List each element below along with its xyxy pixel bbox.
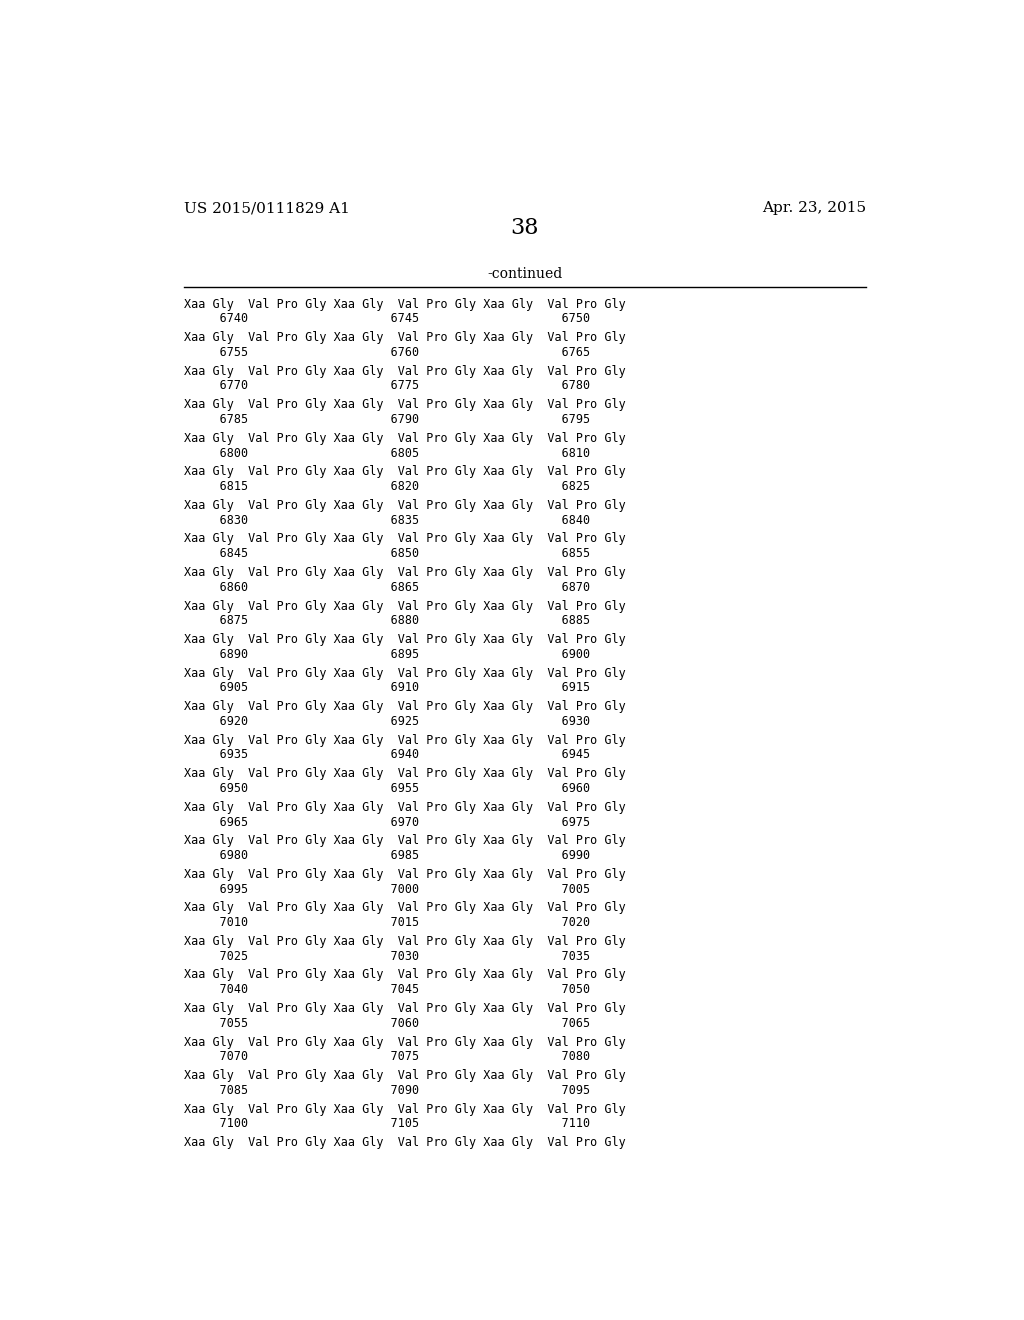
Text: Xaa Gly  Val Pro Gly Xaa Gly  Val Pro Gly Xaa Gly  Val Pro Gly: Xaa Gly Val Pro Gly Xaa Gly Val Pro Gly … (183, 969, 626, 982)
Text: 6800                    6805                    6810: 6800 6805 6810 (183, 446, 590, 459)
Text: Xaa Gly  Val Pro Gly Xaa Gly  Val Pro Gly Xaa Gly  Val Pro Gly: Xaa Gly Val Pro Gly Xaa Gly Val Pro Gly … (183, 935, 626, 948)
Text: Xaa Gly  Val Pro Gly Xaa Gly  Val Pro Gly Xaa Gly  Val Pro Gly: Xaa Gly Val Pro Gly Xaa Gly Val Pro Gly … (183, 1137, 626, 1150)
Text: 7070                    7075                    7080: 7070 7075 7080 (183, 1051, 590, 1064)
Text: Apr. 23, 2015: Apr. 23, 2015 (762, 201, 866, 215)
Text: Xaa Gly  Val Pro Gly Xaa Gly  Val Pro Gly Xaa Gly  Val Pro Gly: Xaa Gly Val Pro Gly Xaa Gly Val Pro Gly … (183, 1102, 626, 1115)
Text: 6980                    6985                    6990: 6980 6985 6990 (183, 849, 590, 862)
Text: Xaa Gly  Val Pro Gly Xaa Gly  Val Pro Gly Xaa Gly  Val Pro Gly: Xaa Gly Val Pro Gly Xaa Gly Val Pro Gly … (183, 902, 626, 915)
Text: Xaa Gly  Val Pro Gly Xaa Gly  Val Pro Gly Xaa Gly  Val Pro Gly: Xaa Gly Val Pro Gly Xaa Gly Val Pro Gly … (183, 499, 626, 512)
Text: 7100                    7105                    7110: 7100 7105 7110 (183, 1118, 590, 1130)
Text: 6830                    6835                    6840: 6830 6835 6840 (183, 513, 590, 527)
Text: 6935                    6940                    6945: 6935 6940 6945 (183, 748, 590, 762)
Text: 6815                    6820                    6825: 6815 6820 6825 (183, 480, 590, 494)
Text: 6740                    6745                    6750: 6740 6745 6750 (183, 313, 590, 326)
Text: 6770                    6775                    6780: 6770 6775 6780 (183, 379, 590, 392)
Text: 6965                    6970                    6975: 6965 6970 6975 (183, 816, 590, 829)
Text: Xaa Gly  Val Pro Gly Xaa Gly  Val Pro Gly Xaa Gly  Val Pro Gly: Xaa Gly Val Pro Gly Xaa Gly Val Pro Gly … (183, 1036, 626, 1048)
Text: 6755                    6760                    6765: 6755 6760 6765 (183, 346, 590, 359)
Text: Xaa Gly  Val Pro Gly Xaa Gly  Val Pro Gly Xaa Gly  Val Pro Gly: Xaa Gly Val Pro Gly Xaa Gly Val Pro Gly … (183, 532, 626, 545)
Text: Xaa Gly  Val Pro Gly Xaa Gly  Val Pro Gly Xaa Gly  Val Pro Gly: Xaa Gly Val Pro Gly Xaa Gly Val Pro Gly … (183, 432, 626, 445)
Text: 6860                    6865                    6870: 6860 6865 6870 (183, 581, 590, 594)
Text: 6785                    6790                    6795: 6785 6790 6795 (183, 413, 590, 426)
Text: 7010                    7015                    7020: 7010 7015 7020 (183, 916, 590, 929)
Text: 6920                    6925                    6930: 6920 6925 6930 (183, 715, 590, 727)
Text: US 2015/0111829 A1: US 2015/0111829 A1 (183, 201, 349, 215)
Text: 38: 38 (511, 218, 539, 239)
Text: Xaa Gly  Val Pro Gly Xaa Gly  Val Pro Gly Xaa Gly  Val Pro Gly: Xaa Gly Val Pro Gly Xaa Gly Val Pro Gly … (183, 801, 626, 813)
Text: Xaa Gly  Val Pro Gly Xaa Gly  Val Pro Gly Xaa Gly  Val Pro Gly: Xaa Gly Val Pro Gly Xaa Gly Val Pro Gly … (183, 667, 626, 680)
Text: 6995                    7000                    7005: 6995 7000 7005 (183, 883, 590, 895)
Text: Xaa Gly  Val Pro Gly Xaa Gly  Val Pro Gly Xaa Gly  Val Pro Gly: Xaa Gly Val Pro Gly Xaa Gly Val Pro Gly … (183, 599, 626, 612)
Text: Xaa Gly  Val Pro Gly Xaa Gly  Val Pro Gly Xaa Gly  Val Pro Gly: Xaa Gly Val Pro Gly Xaa Gly Val Pro Gly … (183, 297, 626, 310)
Text: Xaa Gly  Val Pro Gly Xaa Gly  Val Pro Gly Xaa Gly  Val Pro Gly: Xaa Gly Val Pro Gly Xaa Gly Val Pro Gly … (183, 700, 626, 713)
Text: 7085                    7090                    7095: 7085 7090 7095 (183, 1084, 590, 1097)
Text: 6845                    6850                    6855: 6845 6850 6855 (183, 548, 590, 560)
Text: Xaa Gly  Val Pro Gly Xaa Gly  Val Pro Gly Xaa Gly  Val Pro Gly: Xaa Gly Val Pro Gly Xaa Gly Val Pro Gly … (183, 399, 626, 412)
Text: Xaa Gly  Val Pro Gly Xaa Gly  Val Pro Gly Xaa Gly  Val Pro Gly: Xaa Gly Val Pro Gly Xaa Gly Val Pro Gly … (183, 634, 626, 645)
Text: 7055                    7060                    7065: 7055 7060 7065 (183, 1016, 590, 1030)
Text: Xaa Gly  Val Pro Gly Xaa Gly  Val Pro Gly Xaa Gly  Val Pro Gly: Xaa Gly Val Pro Gly Xaa Gly Val Pro Gly … (183, 767, 626, 780)
Text: Xaa Gly  Val Pro Gly Xaa Gly  Val Pro Gly Xaa Gly  Val Pro Gly: Xaa Gly Val Pro Gly Xaa Gly Val Pro Gly … (183, 566, 626, 579)
Text: Xaa Gly  Val Pro Gly Xaa Gly  Val Pro Gly Xaa Gly  Val Pro Gly: Xaa Gly Val Pro Gly Xaa Gly Val Pro Gly … (183, 1069, 626, 1082)
Text: Xaa Gly  Val Pro Gly Xaa Gly  Val Pro Gly Xaa Gly  Val Pro Gly: Xaa Gly Val Pro Gly Xaa Gly Val Pro Gly … (183, 1002, 626, 1015)
Text: 6905                    6910                    6915: 6905 6910 6915 (183, 681, 590, 694)
Text: 6875                    6880                    6885: 6875 6880 6885 (183, 614, 590, 627)
Text: Xaa Gly  Val Pro Gly Xaa Gly  Val Pro Gly Xaa Gly  Val Pro Gly: Xaa Gly Val Pro Gly Xaa Gly Val Pro Gly … (183, 867, 626, 880)
Text: 6890                    6895                    6900: 6890 6895 6900 (183, 648, 590, 661)
Text: Xaa Gly  Val Pro Gly Xaa Gly  Val Pro Gly Xaa Gly  Val Pro Gly: Xaa Gly Val Pro Gly Xaa Gly Val Pro Gly … (183, 364, 626, 378)
Text: Xaa Gly  Val Pro Gly Xaa Gly  Val Pro Gly Xaa Gly  Val Pro Gly: Xaa Gly Val Pro Gly Xaa Gly Val Pro Gly … (183, 466, 626, 478)
Text: 6950                    6955                    6960: 6950 6955 6960 (183, 781, 590, 795)
Text: Xaa Gly  Val Pro Gly Xaa Gly  Val Pro Gly Xaa Gly  Val Pro Gly: Xaa Gly Val Pro Gly Xaa Gly Val Pro Gly … (183, 734, 626, 747)
Text: Xaa Gly  Val Pro Gly Xaa Gly  Val Pro Gly Xaa Gly  Val Pro Gly: Xaa Gly Val Pro Gly Xaa Gly Val Pro Gly … (183, 834, 626, 847)
Text: 7040                    7045                    7050: 7040 7045 7050 (183, 983, 590, 997)
Text: 7025                    7030                    7035: 7025 7030 7035 (183, 949, 590, 962)
Text: Xaa Gly  Val Pro Gly Xaa Gly  Val Pro Gly Xaa Gly  Val Pro Gly: Xaa Gly Val Pro Gly Xaa Gly Val Pro Gly … (183, 331, 626, 345)
Text: -continued: -continued (487, 267, 562, 281)
